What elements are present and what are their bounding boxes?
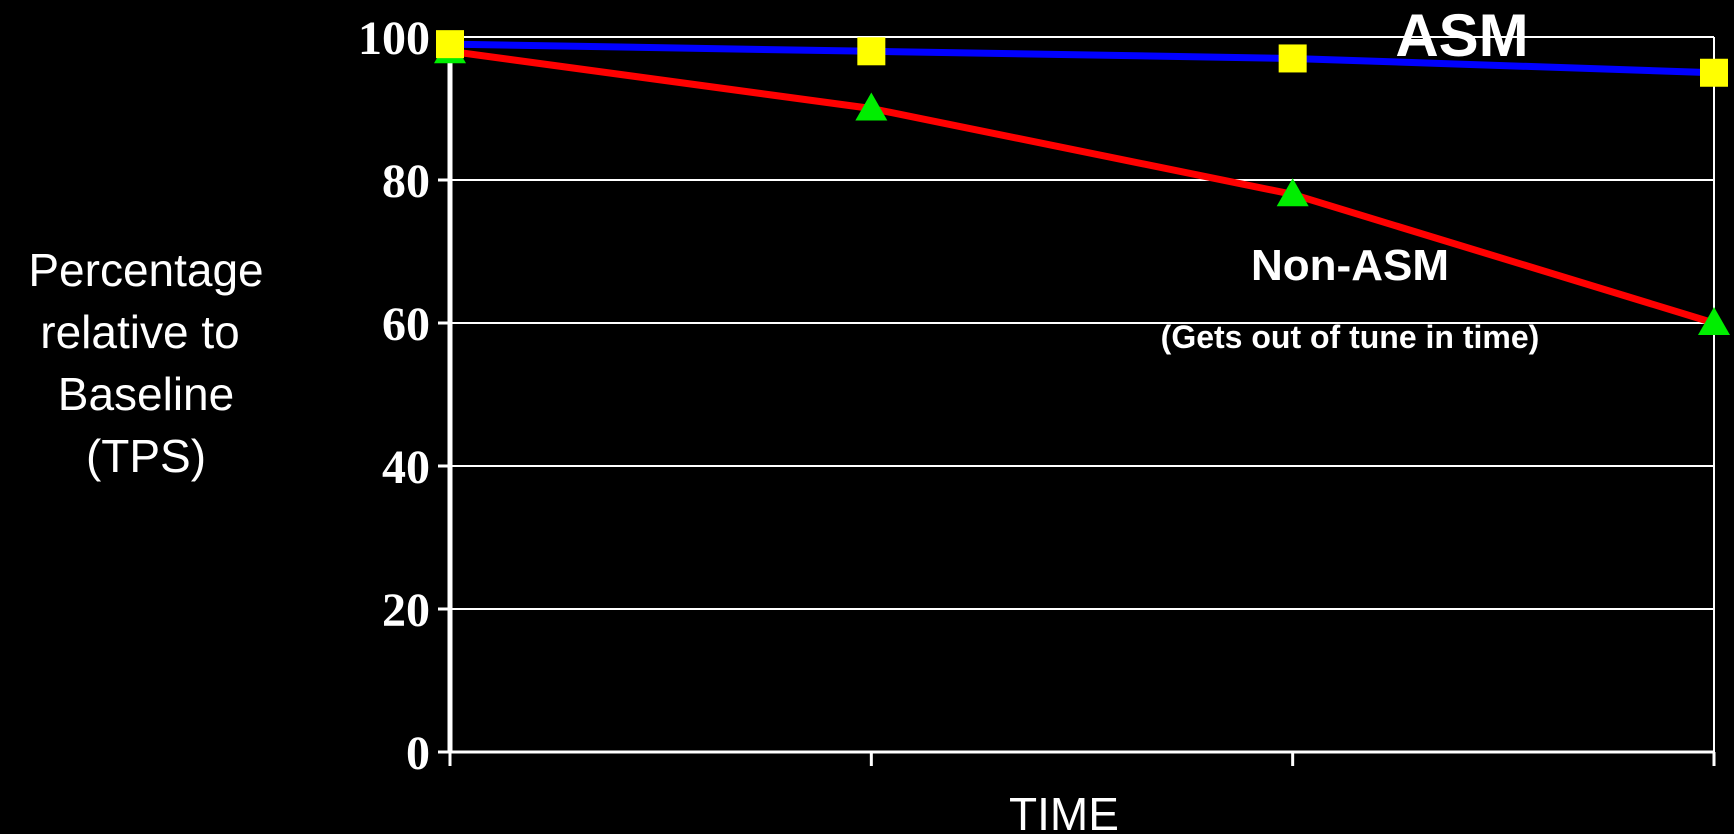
data-point-asm-2: [857, 37, 886, 66]
data-point-non-asm-2: [855, 92, 888, 121]
data-point-asm-3: [1278, 44, 1307, 73]
y-axis-label-line-1: Percentage: [28, 244, 263, 296]
y-tick-label-40: 40: [382, 441, 430, 494]
y-tick-label-100: 100: [358, 12, 430, 65]
grid-lines: [450, 36, 1715, 752]
y-tick-label-60: 60: [382, 298, 430, 351]
y-axis-label-line-2: relative to: [40, 306, 239, 358]
series-line-asm: [446, 40, 1718, 77]
data-point-asm-4: [1700, 58, 1728, 87]
y-axis-label-line-3: Baseline: [58, 368, 234, 420]
x-axis-label: TIME: [1009, 788, 1119, 834]
data-point-asm-1: [436, 30, 464, 59]
series-label-asm: ASM: [1395, 2, 1528, 69]
y-tick-label-0: 0: [406, 727, 430, 780]
series-label-non-asm: Non-ASM: [1251, 241, 1449, 290]
y-tick-label-20: 20: [382, 584, 430, 637]
series-line-non-asm: [446, 47, 1718, 327]
y-axis-label-line-4: (TPS): [86, 430, 206, 482]
data-points: [434, 30, 1730, 335]
y-tick-label-80: 80: [382, 155, 430, 208]
data-point-non-asm-4: [1698, 307, 1730, 335]
data-point-non-asm-3: [1276, 178, 1309, 207]
axes: 0 20 40 60 80 100: [358, 12, 1716, 780]
series-lines: [446, 40, 1718, 327]
annotation-non-asm: (Gets out of tune in time): [1161, 319, 1540, 355]
